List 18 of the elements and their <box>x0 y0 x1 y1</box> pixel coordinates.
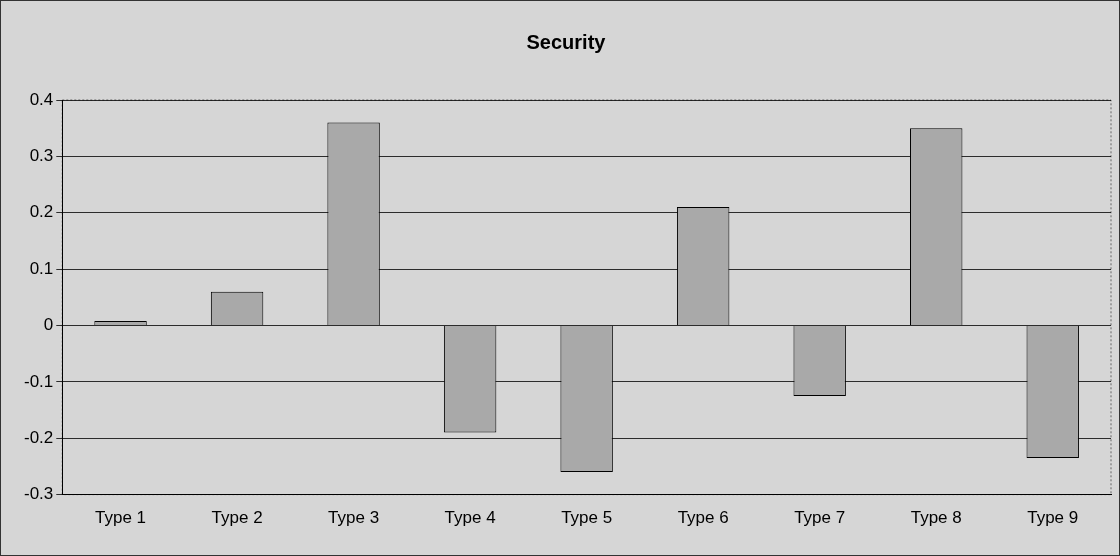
x-tick-label: Type 7 <box>794 508 846 528</box>
y-tick-label: 0.4 <box>29 89 54 109</box>
y-tick-label: 0.2 <box>29 202 54 222</box>
y-tick-label: -0.2 <box>24 427 54 447</box>
y-tick-label: 0.1 <box>29 258 54 278</box>
x-tick-label: Type 8 <box>910 508 962 528</box>
x-tick-label: Type 2 <box>211 508 263 528</box>
x-tick-label: Type 4 <box>444 508 496 528</box>
y-tick-label: -0.3 <box>24 484 54 504</box>
x-tick-label: Type 1 <box>95 508 147 528</box>
x-tick-label: Type 6 <box>677 508 729 528</box>
x-tick-label: Type 9 <box>1027 508 1079 528</box>
x-tick-label: Type 5 <box>561 508 613 528</box>
chart-title: Security <box>526 30 607 53</box>
y-tick-label: 0.3 <box>29 146 54 166</box>
x-tick-label: Type 3 <box>328 508 380 528</box>
y-tick-label: -0.1 <box>24 371 54 391</box>
y-tick-label: 0 <box>43 315 54 335</box>
